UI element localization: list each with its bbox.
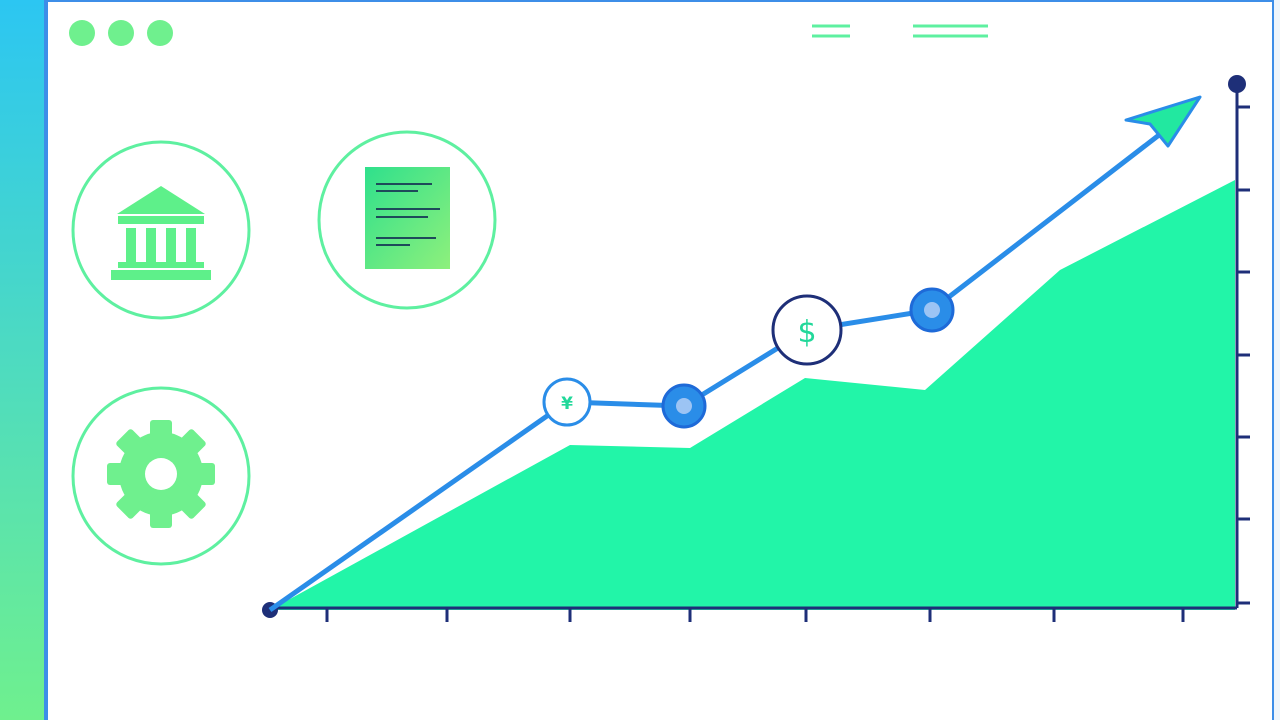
growth-chart: ¥ $ <box>262 75 1250 622</box>
window-controls <box>69 20 173 46</box>
gear-icon[interactable] <box>71 386 251 566</box>
area-fill <box>270 180 1235 610</box>
window-control-maximize[interactable] <box>147 20 173 46</box>
menu-lines-icon[interactable] <box>812 24 850 38</box>
axis-end-dot <box>1228 75 1246 93</box>
trend-line <box>268 123 1174 613</box>
marker-point[interactable] <box>661 383 707 429</box>
side-strip <box>0 0 45 720</box>
document-icon <box>317 130 497 310</box>
menu-lines-icon[interactable] <box>913 24 988 38</box>
bank-icon <box>71 140 251 320</box>
marker-point[interactable] <box>909 287 955 333</box>
chart-axes <box>270 85 1239 610</box>
dollar-icon: $ <box>797 315 816 350</box>
window-control-minimize[interactable] <box>108 20 134 46</box>
yen-icon: ¥ <box>561 394 573 414</box>
arrow-head-icon <box>1124 95 1202 148</box>
marker-dollar[interactable]: $ <box>771 294 843 366</box>
x-axis-ticks <box>325 608 1185 622</box>
window-control-close[interactable] <box>69 20 95 46</box>
marker-yen[interactable]: ¥ <box>542 377 592 427</box>
y-axis-ticks <box>1237 105 1250 605</box>
